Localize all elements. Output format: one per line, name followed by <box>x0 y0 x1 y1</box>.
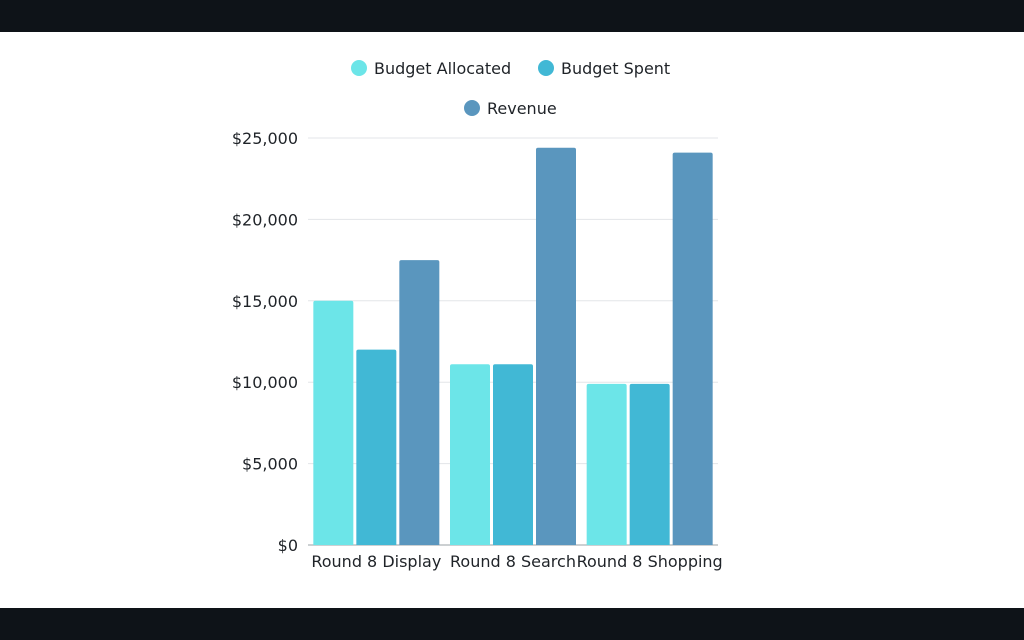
y-tick-label: $0 <box>278 536 298 555</box>
bar-budget-spent-1 <box>356 349 397 545</box>
bar-budget-spent-2 <box>493 364 533 545</box>
legend-label-budget-allocated: Budget Allocated <box>374 58 512 78</box>
y-tick-label: $15,000 <box>232 292 298 311</box>
y-tick-label: $5,000 <box>242 455 298 474</box>
y-tick-label: $20,000 <box>232 210 298 229</box>
x-tick-label: Round 8 Search <box>450 552 576 571</box>
bar-budget-allocated-2 <box>450 364 490 545</box>
bar-budget-allocated-1 <box>313 300 354 545</box>
x-tick-label: Round 8 Shopping <box>577 552 723 571</box>
bars <box>313 147 713 545</box>
legend-swatch-budget-allocated <box>351 60 367 76</box>
legend-item-budget-allocated: Budget Allocated <box>351 56 511 80</box>
bar-revenue-1 <box>399 260 440 545</box>
x-tick-label: Round 8 Display <box>311 552 441 571</box>
y-tick-label: $25,000 <box>232 129 298 148</box>
bar-revenue-3 <box>672 152 713 545</box>
bar-chart: $0 $5,000 $10,000 $15,000 $20,000 $25,000 Rou… <box>232 129 723 571</box>
y-tick-label: $10,000 <box>232 373 298 392</box>
legend-label-revenue: Revenue <box>487 98 557 118</box>
legend-item-revenue: Revenue <box>464 96 557 120</box>
chart-legend: Budget Allocated Budget Spent Revenue <box>0 32 1024 162</box>
y-axis-ticks: $0 $5,000 $10,000 $15,000 $20,000 $25,000 <box>232 129 298 555</box>
legend-label-budget-spent: Budget Spent <box>561 58 671 78</box>
bar-revenue-2 <box>536 147 576 545</box>
legend-swatch-revenue <box>464 100 480 116</box>
x-axis-ticks: Round 8 Display Round 8 Search Round 8 Sho… <box>311 552 722 571</box>
chart-frame: Budget Allocated Budget Spent Revenue $0… <box>0 32 1024 608</box>
legend-swatch-budget-spent <box>538 60 554 76</box>
bar-budget-spent-3 <box>629 383 670 545</box>
legend-item-budget-spent: Budget Spent <box>538 56 670 80</box>
bar-budget-allocated-3 <box>586 383 627 545</box>
